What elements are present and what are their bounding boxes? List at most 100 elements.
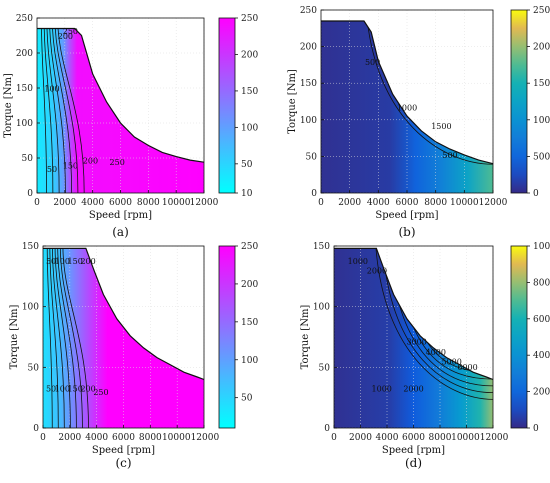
x-tick-label: 12000 (479, 198, 508, 208)
contour-label: 150 (68, 257, 83, 266)
contour-label: 50 (46, 257, 56, 266)
contour-label: 6000 (457, 363, 477, 372)
contour-label: 100 (44, 85, 59, 94)
contour-label: 3000 (407, 337, 427, 346)
colorbar (218, 245, 236, 429)
colorbar-tick-label: 250 (241, 242, 258, 252)
contour-label: 150 (68, 385, 83, 394)
contour-label: 100 (55, 385, 70, 394)
x-tick-label: 0 (318, 198, 324, 208)
x-tick-label: 6000 (402, 433, 425, 443)
contour-label: 200 (58, 32, 73, 41)
contour-label: 200 (80, 257, 95, 266)
contour-line (49, 28, 66, 193)
contour-line (54, 28, 79, 193)
y-tick-label: 0 (33, 424, 39, 434)
contour-label: 2000 (367, 266, 387, 275)
colorbar-tick-label: 1000 (533, 116, 550, 126)
colorbar (218, 17, 236, 194)
contour-label: 5000 (441, 357, 461, 366)
x-tick-label: 0 (34, 198, 40, 208)
colorbar-tick-label: 2000 (533, 388, 550, 398)
colorbar-tick-label: 250 (241, 14, 258, 24)
contour-label: 150 (63, 162, 78, 171)
panel-label: (d) (405, 456, 422, 470)
x-tick-label: 4000 (376, 433, 399, 443)
x-tick-label: 12000 (190, 198, 219, 208)
contour-label: 4000 (426, 348, 446, 357)
contour-line (375, 248, 493, 400)
y-tick-label: 50 (22, 154, 34, 164)
contour-label: 1000 (348, 257, 368, 266)
colorbar-tick-label: 0 (533, 189, 539, 199)
contour-label: 100 (55, 257, 70, 266)
x-tick-label: 10000 (162, 198, 191, 208)
contour-line (46, 248, 53, 428)
colorbar-tick-label: 0 (533, 424, 539, 434)
y-tick-label: 250 (300, 6, 317, 16)
colorbar-tick-label: 2000 (533, 43, 550, 53)
x-tick-label: 8000 (139, 433, 162, 443)
contour-line (62, 248, 89, 428)
colorbar-tick-label: 10000 (533, 242, 550, 252)
x-tick-label: 2000 (58, 433, 81, 443)
x-tick-label: 4000 (81, 198, 104, 208)
y-axis-label: Torque [Nm] (287, 69, 298, 134)
y-tick-label: 0 (324, 424, 330, 434)
y-tick-label: 0 (311, 189, 317, 199)
contour-line (59, 248, 83, 428)
colorbar-tick-label: 10 (241, 189, 253, 199)
contour-line (49, 248, 59, 428)
y-tick-label: 50 (306, 152, 318, 162)
contour-label: 250 (110, 158, 125, 167)
colorbar-tick-label: 500 (533, 152, 550, 162)
colorbar (510, 9, 528, 194)
x-tick-label: 8000 (137, 198, 160, 208)
colorbar-tick-label: 50 (241, 394, 253, 404)
y-tick-label: 150 (22, 242, 39, 252)
colorbar-tick-label: 200 (241, 50, 258, 60)
torque-envelope (334, 247, 494, 381)
colorbar-tick-label: 150 (241, 87, 258, 97)
x-tick-label: 8000 (429, 433, 452, 443)
y-tick-label: 200 (16, 49, 33, 59)
y-tick-label: 100 (313, 303, 330, 313)
x-tick-label: 10000 (450, 198, 479, 208)
contour-line (51, 28, 73, 193)
colorbar-tick-label: 4000 (533, 351, 550, 361)
torque-envelope (321, 20, 494, 165)
x-tick-label: 8000 (424, 198, 447, 208)
contour-line (365, 21, 493, 165)
contour-line (43, 28, 54, 193)
contour-label: 200 (80, 385, 95, 394)
colorbar (510, 245, 528, 429)
x-tick-label: 4000 (367, 198, 390, 208)
colorbar-tick-label: 8000 (533, 278, 550, 288)
contour-line (40, 28, 48, 193)
x-tick-label: 6000 (396, 198, 419, 208)
y-tick-label: 100 (22, 303, 39, 313)
x-tick-label: 4000 (85, 433, 108, 443)
y-tick-label: 200 (300, 43, 317, 53)
panel-label: (b) (398, 225, 415, 239)
y-axis-label: Torque [Nm] (9, 305, 20, 370)
contour-label: 500 (365, 58, 380, 67)
x-tick-label: 2000 (338, 198, 361, 208)
y-axis-label: Torque [Nm] (300, 305, 311, 370)
x-tick-label: 2000 (349, 433, 372, 443)
panel-label: (c) (115, 456, 131, 470)
x-axis-label: Speed [rpm] (92, 445, 155, 456)
contour-line (382, 248, 493, 394)
x-tick-label: 6000 (112, 433, 135, 443)
torque-envelope (43, 247, 205, 381)
contour-label: 1500 (431, 122, 451, 131)
colorbar-tick-label: 150 (241, 318, 258, 328)
x-axis-label: Speed [rpm] (89, 210, 152, 221)
contour-line (57, 248, 77, 428)
x-axis-label: Speed [rpm] (382, 445, 445, 456)
contour-label: 200 (83, 156, 98, 165)
